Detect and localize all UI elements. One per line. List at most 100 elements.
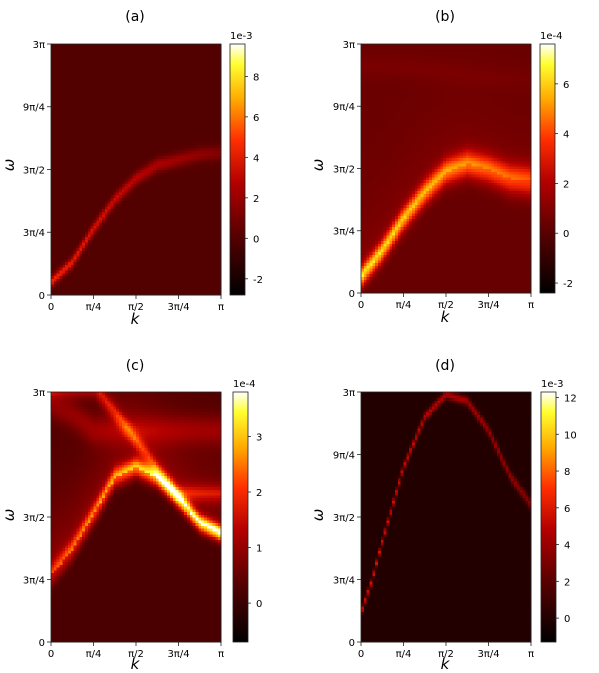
heatmap-cell	[56, 141, 61, 145]
heatmap-cell	[65, 264, 69, 268]
heatmap-cell	[53, 46, 58, 51]
heatmap-cell	[59, 166, 63, 171]
heatmap-cell	[68, 105, 72, 109]
heatmap-cell	[90, 74, 95, 79]
heatmap-cell	[56, 94, 61, 98]
heatmap-cell	[85, 85, 89, 90]
heatmap-cell	[51, 194, 55, 198]
heatmap-cell	[85, 222, 89, 226]
heatmap-cell	[59, 52, 63, 56]
heatmap-cell	[68, 194, 72, 198]
heatmap-cell	[76, 292, 80, 296]
heatmap-cell	[70, 99, 75, 104]
heatmap-cell	[76, 233, 80, 238]
heatmap-cell	[87, 119, 92, 123]
heatmap-cell	[59, 80, 63, 84]
heatmap-cell	[73, 94, 78, 98]
heatmap-cell	[53, 278, 58, 282]
heatmap-cell	[53, 236, 58, 240]
heatmap-cell	[73, 80, 78, 84]
heatmap-cell	[62, 152, 66, 157]
heatmap-cell	[65, 74, 69, 79]
heatmap-cell	[73, 228, 78, 232]
heatmap-cell	[85, 66, 89, 70]
heatmap-cell	[68, 261, 72, 265]
heatmap-cell	[96, 194, 100, 198]
heatmap-cell	[56, 122, 61, 126]
heatmap-cell	[73, 57, 78, 62]
heatmap-cell	[79, 264, 83, 268]
heatmap-cell	[82, 186, 86, 190]
heatmap-cell	[56, 133, 61, 137]
heatmap-cell	[93, 136, 97, 140]
heatmap-cell	[53, 136, 58, 140]
heatmap-cell	[51, 85, 55, 90]
heatmap-cell	[96, 152, 100, 157]
heatmap-cell	[65, 230, 69, 235]
heatmap-cell	[73, 258, 78, 263]
heatmap-cell	[93, 200, 97, 204]
heatmap-cell	[70, 222, 75, 226]
heatmap-cell	[90, 63, 95, 67]
heatmap-cell	[85, 133, 89, 137]
heatmap-cell	[65, 52, 69, 56]
heatmap-cell	[65, 292, 69, 296]
heatmap-cell	[87, 194, 92, 198]
heatmap-cell	[62, 66, 66, 70]
heatmap-cell	[87, 77, 92, 81]
heatmap-cell	[53, 163, 58, 168]
heatmap-cell	[85, 127, 89, 132]
heatmap-cell	[96, 239, 100, 243]
heatmap-cell	[68, 289, 72, 293]
heatmap-cell	[62, 102, 66, 106]
heatmap-cell	[51, 69, 55, 73]
heatmap-cell	[87, 105, 92, 109]
heatmap-cell	[68, 136, 72, 140]
heatmap-cell	[70, 230, 75, 235]
heatmap-cell	[51, 175, 55, 179]
heatmap-cell	[59, 258, 63, 263]
heatmap-cell	[85, 158, 89, 162]
heatmap-cell	[87, 136, 92, 140]
heatmap-cell	[59, 275, 63, 279]
heatmap-cell	[70, 94, 75, 98]
heatmap-cell	[96, 96, 100, 101]
heatmap-cell	[65, 94, 69, 98]
heatmap-cell	[65, 242, 69, 246]
heatmap-cell	[90, 272, 95, 277]
heatmap-cell	[96, 261, 100, 265]
heatmap-cell	[76, 269, 80, 274]
heatmap-cell	[87, 236, 92, 240]
heatmap-cell	[87, 197, 92, 201]
heatmap-cell	[73, 99, 78, 104]
heatmap-cell	[90, 80, 95, 84]
heatmap-cell	[82, 233, 86, 238]
heatmap-cell	[53, 286, 58, 291]
heatmap-cell	[68, 88, 72, 93]
heatmap-cell	[65, 250, 69, 254]
heatmap-cell	[79, 208, 83, 212]
heatmap-cell	[59, 155, 63, 159]
heatmap-cell	[76, 175, 80, 179]
heatmap-cell	[51, 149, 55, 154]
heatmap-cell	[96, 258, 100, 263]
heatmap-cell	[56, 88, 61, 93]
heatmap-cell	[51, 133, 55, 137]
heatmap-cell	[53, 191, 58, 196]
heatmap-cell	[93, 264, 97, 268]
heatmap-cell	[79, 163, 83, 168]
heatmap-cell	[79, 119, 83, 123]
heatmap-cell	[93, 124, 97, 129]
heatmap-cell	[96, 63, 100, 67]
heatmap-cell	[76, 63, 80, 67]
heatmap-cell	[93, 214, 97, 218]
heatmap-cell	[96, 66, 100, 70]
heatmap-cell	[90, 99, 95, 104]
heatmap-cell	[56, 211, 61, 215]
heatmap-cell	[90, 275, 95, 279]
heatmap-cell	[56, 244, 61, 249]
heatmap-cell	[90, 225, 95, 229]
heatmap-cell	[51, 57, 55, 62]
heatmap-cell	[56, 272, 61, 277]
heatmap-cell	[90, 244, 95, 249]
